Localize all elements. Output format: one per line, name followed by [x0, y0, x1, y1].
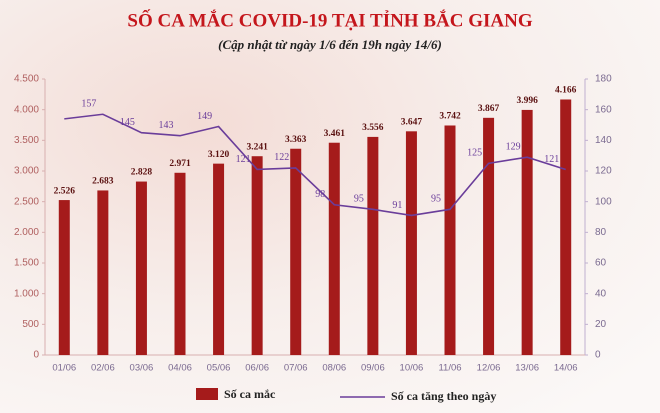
y2-tick-label: 80	[595, 227, 607, 238]
bar-value-label: 2.971	[169, 159, 191, 169]
bar	[174, 172, 186, 355]
bar	[251, 156, 263, 355]
x-tick-label: 12/06	[477, 363, 501, 374]
bar	[521, 109, 533, 355]
bar-value-label: 2.683	[92, 177, 114, 187]
y-tick-label: 3.500	[14, 135, 39, 146]
x-tick-label: 02/06	[91, 363, 115, 374]
line-value-label: 125	[467, 148, 482, 159]
bar	[58, 200, 70, 355]
bar	[367, 136, 379, 355]
y-tick-label: 1.500	[14, 258, 39, 269]
y2-tick-label: 120	[595, 166, 612, 177]
y2-tick-label: 140	[595, 135, 612, 146]
x-tick-label: 11/06	[438, 363, 461, 374]
x-tick-label: 01/06	[52, 363, 76, 374]
x-tick-label: 09/06	[361, 363, 385, 374]
x-tick-label: 08/06	[322, 363, 346, 374]
x-tick-label: 04/06	[168, 363, 192, 374]
x-tick-label: 07/06	[284, 363, 308, 374]
y-tick-label: 4.500	[14, 74, 39, 85]
legend-label: Số ca mắc	[224, 387, 276, 401]
y-tick-label: 500	[22, 319, 39, 330]
bar-value-label: 3.996	[516, 96, 538, 106]
line-value-label: 149	[197, 111, 212, 122]
y-tick-label: 0	[33, 350, 39, 361]
y-tick-label: 3.000	[14, 166, 39, 177]
bar-value-label: 3.647	[401, 118, 423, 128]
line	[64, 113, 566, 217]
bar	[405, 131, 417, 355]
legend-swatch	[196, 388, 218, 400]
bar	[290, 148, 302, 355]
bar	[97, 190, 109, 355]
line-value-label: 122	[274, 152, 289, 163]
bar	[483, 117, 495, 355]
chart-subtitle: (Cập nhật từ ngày 1/6 đến 19h ngày 14/6)	[218, 37, 442, 52]
bar-value-label: 3.241	[246, 142, 268, 152]
x-tick-label: 06/06	[245, 363, 269, 374]
bar	[213, 163, 225, 355]
y-tick-label: 2.500	[14, 196, 39, 207]
x-tick-label: 03/06	[130, 363, 154, 374]
bar	[135, 181, 147, 355]
y-tick-label: 4.000	[14, 104, 39, 115]
bar-value-label: 3.867	[478, 104, 500, 114]
line-value-label: 95	[354, 194, 364, 205]
bar-value-label: 3.742	[439, 112, 461, 122]
line-value-label: 129	[506, 141, 521, 152]
bar-value-label: 2.526	[54, 186, 76, 196]
y-tick-label: 1.000	[14, 288, 39, 299]
bar-value-label: 3.363	[285, 135, 307, 145]
bar-value-label: 3.120	[208, 150, 230, 160]
bar-value-label: 2.828	[131, 168, 153, 178]
x-tick-label: 10/06	[400, 363, 424, 374]
line-value-label: 121	[544, 154, 559, 165]
bar-value-label: 3.556	[362, 123, 384, 133]
y2-tick-label: 20	[595, 319, 607, 330]
y2-tick-label: 40	[595, 288, 607, 299]
legend-label: Số ca tăng theo ngày	[391, 389, 496, 403]
line-value-label: 143	[159, 120, 174, 131]
y2-tick-label: 100	[595, 196, 612, 207]
y2-tick-label: 160	[595, 104, 612, 115]
line-value-label: 91	[392, 200, 402, 211]
line-value-label: 121	[236, 154, 251, 165]
x-tick-label: 14/06	[554, 363, 578, 374]
line-value-label: 98	[315, 189, 325, 200]
line-value-label: 157	[81, 99, 96, 110]
bar-value-label: 3.461	[324, 129, 346, 139]
bar	[444, 125, 456, 356]
y-tick-label: 2.000	[14, 227, 39, 238]
line-value-label: 145	[120, 117, 135, 128]
line-value-label: 95	[431, 194, 441, 205]
y2-tick-label: 0	[595, 350, 601, 361]
y2-tick-label: 60	[595, 258, 607, 269]
x-tick-label: 05/06	[207, 363, 231, 374]
bar	[560, 99, 572, 355]
y2-tick-label: 180	[595, 74, 612, 85]
x-tick-label: 13/06	[515, 363, 539, 374]
chart-title: SỐ CA MẮC COVID-19 TẠI TỈNH BẮC GIANG	[127, 9, 532, 31]
bar-value-label: 4.166	[555, 86, 577, 96]
bar	[328, 142, 340, 355]
